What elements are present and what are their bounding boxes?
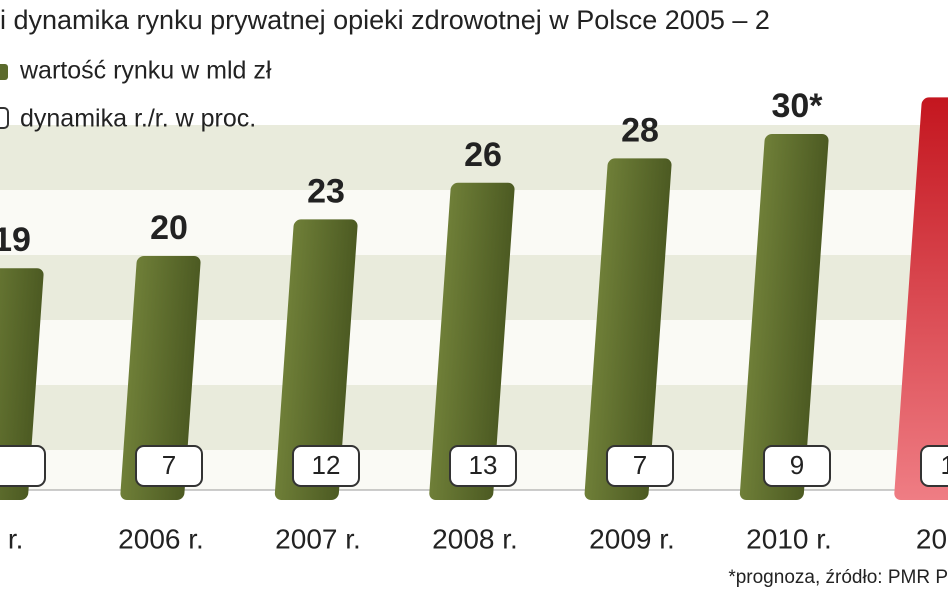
dynamics-label: 11 [941,450,948,480]
dynamics-box [0,445,46,487]
dynamics-box [135,445,203,487]
x-tick-label: 2008 r. [432,523,518,554]
dynamics-label: 13 [469,450,498,480]
x-tick-label: 2011 [916,523,948,554]
dynamics-box [606,445,674,487]
x-tick-label: 2009 r. [589,523,675,554]
value-label: 30* [771,87,823,125]
x-tick-label: 2010 r. [746,523,832,554]
bar [274,219,358,500]
bar [584,158,672,500]
note: *prognoza, źródło: PMR P [728,567,948,588]
dynamics-box [920,445,948,487]
bar [120,256,201,500]
x-tick-label: 5 r. [0,523,23,554]
value-label: 26 [464,136,502,174]
x-tick-label: 2007 r. [275,523,361,554]
dynamics-box [292,445,360,487]
dynamics-label: 7 [162,450,176,480]
dynamics-label: 12 [312,450,341,480]
bar [429,182,515,501]
x-tick-label: 2006 r. [118,523,204,554]
value-label: 19 [0,221,31,259]
legend-label: dynamika r./r. w proc. [20,105,256,133]
bar [739,134,829,500]
value-label: 28 [621,111,659,149]
dynamics-box [449,445,517,487]
dynamics-label: 9 [790,450,804,480]
bar [0,268,44,501]
value-label: 20 [150,209,188,247]
bar [894,97,948,501]
dynamics-label: 7 [633,450,647,480]
legend-swatch [0,107,9,129]
value-label: 23 [307,172,345,210]
legend-swatch [0,64,8,80]
chart-title: i dynamika rynku prywatnej opieki zdrowo… [0,5,770,35]
legend-label: wartość rynku w mld zł [19,57,272,85]
dynamics-box [763,445,831,487]
